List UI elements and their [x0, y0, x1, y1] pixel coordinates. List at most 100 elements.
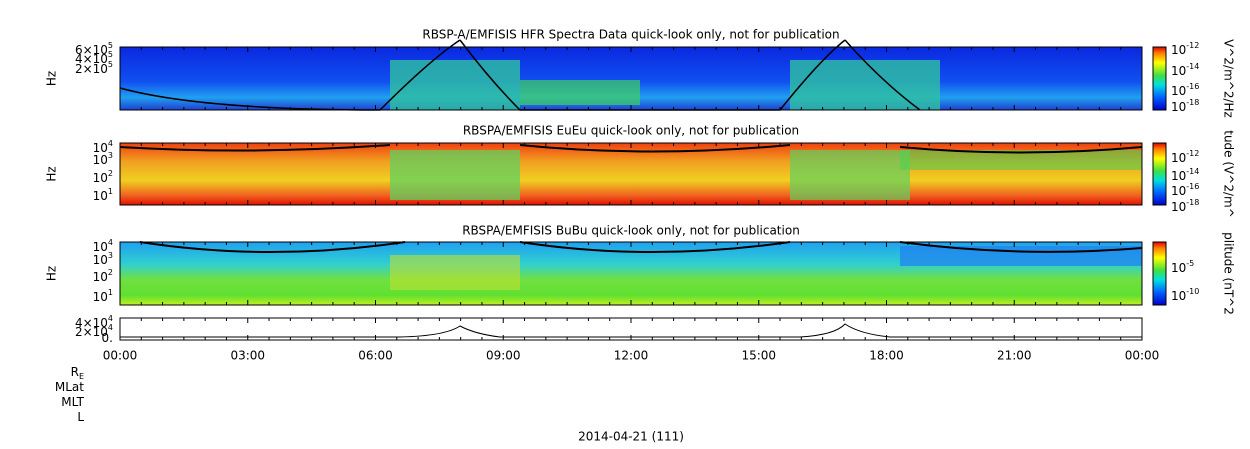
y-tick-label-base: 0.	[102, 331, 113, 345]
colorbar-tick-label: 10-12	[1171, 149, 1199, 165]
y-tick-label-exp: 2	[108, 268, 113, 277]
x-tick-label: 03:00	[230, 349, 265, 363]
y-tick-label: 2×104	[75, 323, 113, 339]
y-tick-label-exp: 1	[108, 288, 113, 297]
colorbar-tick-label: 10-14	[1171, 167, 1199, 183]
x-tick-label: 15:00	[741, 349, 776, 363]
ephemeris-label-sub: E	[79, 372, 84, 381]
panel-title: RBSPA/EMFISIS BuBu quick-look only, not …	[462, 224, 800, 238]
colorbar-tick-label: 10-18	[1171, 98, 1199, 114]
colorbar-tick-label-base: 10	[1171, 84, 1186, 98]
x-tick-label: 00:00	[103, 349, 138, 363]
ephemeris-label-base: R	[71, 365, 79, 379]
y-tick-label-exp: 5	[108, 50, 113, 59]
ephemeris-label-base: MLT	[61, 395, 84, 409]
colorbar-tick-label-base: 10	[1171, 43, 1186, 57]
cyclotron-curve	[119, 144, 1143, 154]
spectrogram-patch	[390, 150, 520, 200]
y-tick-label: 102	[93, 169, 113, 185]
colorbar	[1152, 46, 1167, 111]
x-tick-label: 21:00	[997, 349, 1032, 363]
colorbar-tick-label-exp: -5	[1186, 259, 1194, 268]
y-tick-label-exp: 4	[108, 139, 113, 148]
x-tick-label: 18:00	[869, 349, 904, 363]
colorbar-tick-label: 10-16	[1171, 182, 1199, 198]
y-axis-label: Hz	[45, 166, 59, 181]
colorbar-tick-label-exp: -16	[1186, 182, 1199, 191]
colorbar-tick-label-base: 10	[1171, 151, 1186, 165]
y-tick-label: 2×105	[75, 60, 113, 76]
y-tick-label: 4×104	[75, 314, 113, 330]
colorbar-tick-label: 10-12	[1171, 41, 1199, 57]
y-tick-label-base: 4×10	[75, 52, 108, 66]
y-tick-label-base: 10	[93, 270, 108, 284]
y-tick-label-exp: 1	[108, 187, 113, 196]
y-tick-label-base: 2×10	[75, 325, 108, 339]
y-tick-label-base: 10	[93, 153, 108, 167]
panel-title: RBSPA/EMFISIS EuEu quick-look only, not …	[463, 124, 799, 138]
colorbar-label: tude (V^2/m^	[1222, 130, 1236, 218]
y-tick-label-exp: 3	[108, 251, 113, 260]
x-tick-label: 09:00	[486, 349, 521, 363]
ephemeris-label: MLT	[61, 395, 84, 409]
y-tick-label: 104	[93, 139, 113, 155]
colorbar-tick-label-base: 10	[1171, 64, 1186, 78]
y-tick-label-base: 6×10	[75, 43, 108, 57]
colorbar-tick-label: 10-14	[1171, 62, 1199, 78]
y-tick-label-base: 10	[93, 189, 108, 203]
y-tick-label-base: 10	[93, 171, 108, 185]
ephemeris-label-base: MLat	[55, 380, 84, 394]
colorbar-label: plitude (nT^2	[1222, 232, 1236, 315]
spectrogram-patch	[790, 60, 940, 110]
ephemeris-label: L	[77, 410, 84, 424]
y-tick-label-base: 4×10	[75, 316, 108, 330]
colorbar	[1152, 142, 1167, 206]
x-tick-label: 06:00	[358, 349, 393, 363]
spectrogram-patch	[520, 80, 640, 105]
colorbar-tick-label-exp: -12	[1186, 149, 1199, 158]
y-axis-label: Hz	[45, 266, 59, 281]
spectrogram-patch	[900, 246, 1142, 266]
y-tick-label-base: 10	[93, 240, 108, 254]
spectrogram-patch	[390, 255, 520, 290]
y-tick-label-exp: 5	[108, 41, 113, 50]
colorbar-tick-label-base: 10	[1171, 100, 1186, 114]
colorbar-tick-label-exp: -14	[1186, 62, 1199, 71]
cyclotron-curve	[139, 241, 1143, 253]
panel-title: RBSP-A/EMFISIS HFR Spectra Data quick-lo…	[422, 28, 839, 42]
spectrogram-patch	[790, 150, 910, 200]
y-tick-label: 101	[93, 288, 113, 304]
y-tick-label: 104	[93, 238, 113, 254]
colorbar-tick-label-exp: -14	[1186, 167, 1199, 176]
ephemeris-label-base: L	[77, 410, 84, 424]
y-tick-label: 103	[93, 151, 113, 167]
ephemeris-line	[120, 323, 1142, 338]
y-tick-label-base: 10	[93, 141, 108, 155]
y-tick-label-exp: 3	[108, 151, 113, 160]
colorbar-label: V^2/m^2/Hz	[1222, 39, 1236, 118]
y-tick-label-exp: 5	[108, 60, 113, 69]
y-tick-label-exp: 4	[108, 314, 113, 323]
colorbar-tick-label: 10-18	[1171, 198, 1199, 214]
colorbar-tick-label: 10-10	[1171, 287, 1199, 303]
ephemeris-label: RE	[71, 365, 84, 381]
colorbar-tick-label-exp: -12	[1186, 41, 1199, 50]
colorbar-tick-label-base: 10	[1171, 289, 1186, 303]
colorbar-tick-label-exp: -16	[1186, 82, 1199, 91]
y-tick-label: 102	[93, 268, 113, 284]
colorbar-tick-label-base: 10	[1171, 184, 1186, 198]
colorbar-tick-label-exp: -18	[1186, 198, 1199, 207]
y-tick-label: 101	[93, 187, 113, 203]
x-tick-label: 00:00	[1125, 349, 1160, 363]
y-tick-label: 6×105	[75, 41, 113, 57]
colorbar-tick-label-base: 10	[1171, 169, 1186, 183]
colorbar-tick-label: 10-16	[1171, 82, 1199, 98]
spectrogram-patch	[390, 60, 520, 110]
spectrograms	[119, 39, 1143, 338]
y-axis-label: Hz	[45, 71, 59, 86]
y-tick-label: 4×105	[75, 50, 113, 66]
x-tick-label: 12:00	[614, 349, 649, 363]
y-tick-label-base: 2×10	[75, 62, 108, 76]
y-tick-label: 103	[93, 251, 113, 267]
